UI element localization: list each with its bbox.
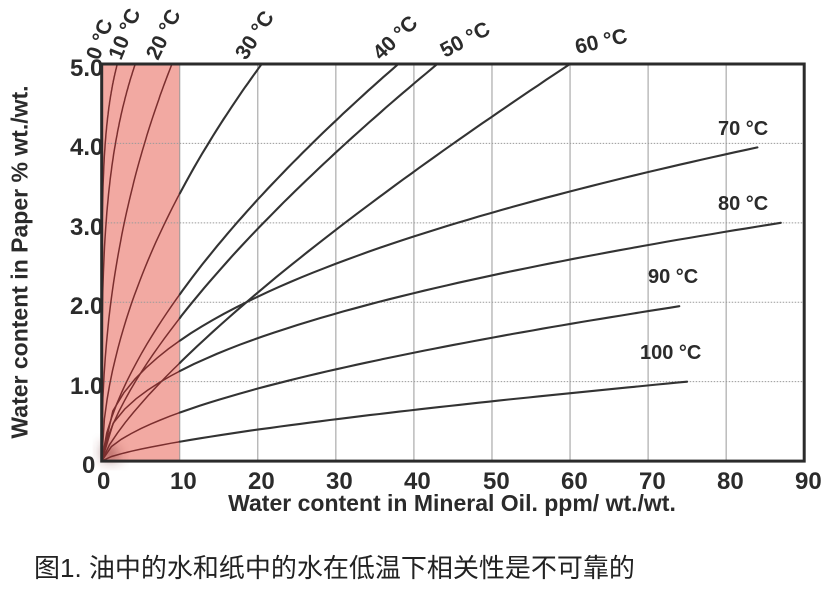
svg-text:20 °C: 20 °C: [142, 6, 186, 64]
svg-text:60 °C: 60 °C: [573, 25, 630, 59]
svg-text:30 °C: 30 °C: [231, 7, 279, 64]
svg-text:40 °C: 40 °C: [368, 11, 422, 64]
svg-text:50 °C: 50 °C: [437, 17, 494, 62]
